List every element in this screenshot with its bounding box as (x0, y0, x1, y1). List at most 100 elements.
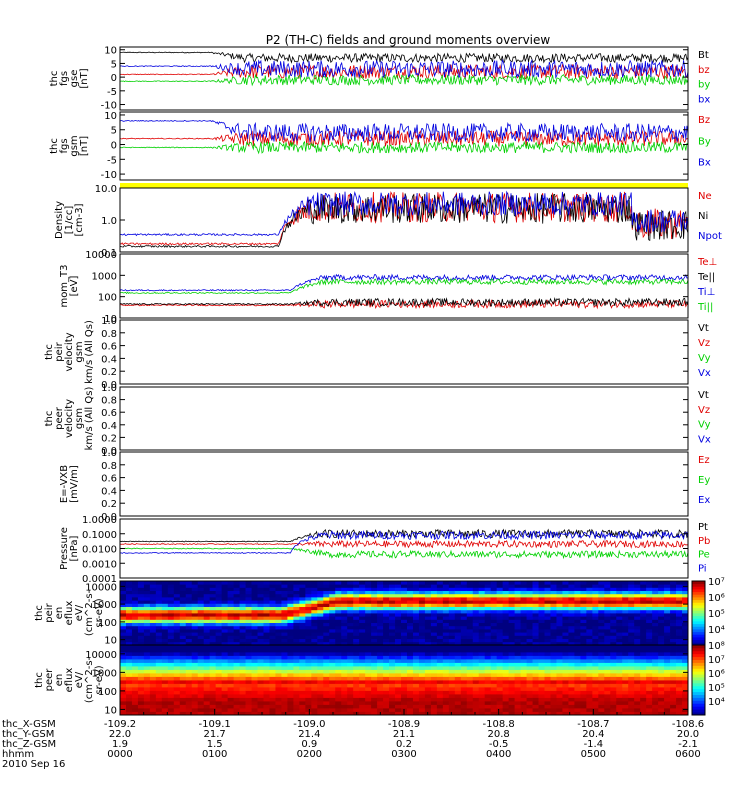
series-line-Ti⊥ (119, 273, 689, 292)
spectrogram-cell (395, 613, 402, 617)
spectrogram-cell (209, 603, 217, 607)
spectrogram-cell (191, 625, 199, 630)
spectrogram-cell (257, 641, 264, 646)
spectrogram-cell (299, 708, 306, 712)
spectrogram-cell (514, 641, 521, 646)
spectrogram-cell (646, 613, 653, 617)
spectrogram-cell (508, 581, 516, 585)
spectrogram-cell (179, 711, 187, 716)
spectrogram-cell (125, 632, 133, 636)
spectrogram-cell (406, 711, 414, 716)
spectrogram-cell (155, 648, 163, 653)
spectrogram-cell (329, 704, 336, 709)
spectrogram-cell (143, 635, 151, 639)
spectrogram-cell (371, 662, 378, 667)
spectrogram-cell (550, 609, 557, 614)
spectrogram-cell (406, 600, 414, 604)
spectrogram-cell (287, 687, 294, 691)
spectrogram-cell (281, 625, 288, 630)
spectrogram-cell (592, 603, 599, 607)
colorbar-segment (692, 599, 705, 603)
spectrogram-cell (652, 680, 659, 684)
x-tick-label-hhmm: 0400 (486, 749, 511, 760)
spectrogram-cell (221, 622, 229, 627)
spectrogram-cell (580, 603, 587, 607)
spectrogram-cell (634, 701, 641, 705)
spectrogram-cell (299, 613, 306, 617)
spectrogram-cell (424, 659, 432, 663)
spectrogram-cell (424, 662, 432, 667)
spectrogram-cell (406, 701, 414, 705)
spectrogram-cell (377, 593, 384, 598)
y-tick-label: 0.6 (101, 474, 117, 485)
spectrogram-cell (401, 638, 408, 643)
spectrogram-cell (532, 669, 539, 674)
spectrogram-cell (155, 669, 163, 674)
spectrogram-cell (215, 666, 223, 670)
spectrogram-cell (209, 632, 217, 636)
spectrogram-cell (520, 701, 527, 705)
spectrogram-cell (131, 600, 139, 604)
spectrogram-cell (466, 641, 474, 646)
spectrogram-cell (514, 616, 521, 620)
spectrogram-cell (460, 673, 468, 677)
spectrogram-cell (670, 662, 677, 667)
spectrogram-cell (628, 711, 635, 716)
y-tick-label: 0.0001 (82, 574, 117, 585)
spectrogram-cell (616, 606, 623, 611)
spectrogram-cell (622, 593, 629, 598)
spectrogram-cell (412, 708, 420, 712)
spectrogram-cell (418, 609, 426, 614)
spectrogram-cell (592, 676, 599, 681)
y-tick-label: 0.1 (101, 248, 117, 259)
spectrogram-cell (676, 673, 683, 677)
spectrogram-cell (514, 666, 521, 670)
spectrogram-cell (592, 609, 599, 614)
spectrogram-cell (676, 603, 683, 607)
spectrogram-cell (622, 613, 629, 617)
y-tick-label: 0 (111, 141, 117, 152)
spectrogram-cell (191, 662, 199, 667)
spectrogram-cell (209, 584, 217, 588)
colorbar-segment (692, 671, 705, 675)
spectrogram-cell (634, 690, 641, 695)
spectrogram-cell (454, 708, 462, 712)
spectrogram-cell (508, 648, 516, 653)
spectrogram-cell (395, 600, 402, 604)
spectrogram-cell (526, 659, 533, 663)
spectrogram-cell (682, 683, 689, 688)
spectrogram-cell (586, 690, 593, 695)
spectrogram-cell (562, 683, 569, 688)
spectrogram-cell (120, 600, 127, 604)
spectrogram-cell (329, 641, 336, 646)
spectrogram-cell (664, 666, 671, 670)
spectrogram-cell (299, 697, 306, 702)
spectrogram-cell (161, 603, 169, 607)
spectrogram-cell (233, 616, 240, 620)
spectrogram-cell (143, 581, 151, 585)
spectrogram-cell (616, 641, 623, 646)
spectrogram-cell (335, 704, 342, 709)
spectrogram-cell (622, 625, 629, 630)
spectrogram-cell (227, 613, 234, 617)
spectrogram-cell (424, 655, 432, 660)
spectrogram-cell (472, 652, 480, 656)
spectrogram-cell (185, 680, 193, 684)
spectrogram-cell (221, 600, 229, 604)
spectrogram-cell (676, 638, 683, 643)
spectrogram-cell (239, 587, 246, 591)
spectrogram-cell (676, 669, 683, 674)
spectrogram-cell (550, 652, 557, 656)
spectrogram-cell (281, 581, 288, 585)
spectrogram-cell (502, 613, 510, 617)
spectrogram-cell (652, 690, 659, 695)
spectrogram-cell (532, 708, 539, 712)
spectrogram-cell (311, 711, 318, 716)
spectrogram-cell (251, 673, 258, 677)
spectrogram-cell (329, 632, 336, 636)
spectrogram-cell (185, 597, 193, 601)
spectrogram-cell (173, 600, 181, 604)
spectrogram-cell (592, 622, 599, 627)
spectrogram-cell (239, 659, 246, 663)
colorbar-tick-label: 10⁷ (708, 655, 725, 666)
